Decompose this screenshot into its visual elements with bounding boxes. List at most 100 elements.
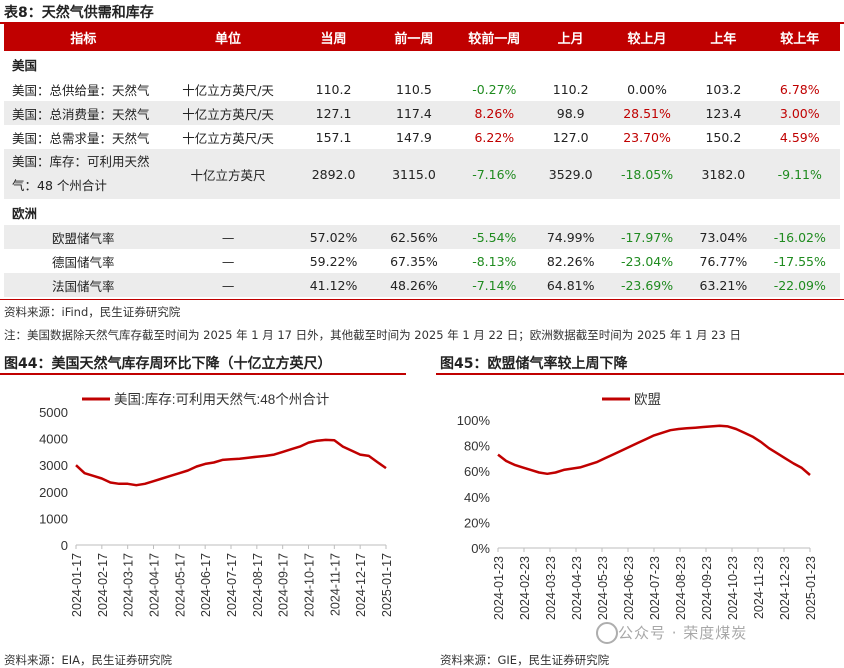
y-tick-label: 4000 — [39, 432, 68, 447]
table-row: 法国储气率 —41.12% 48.26% -7.14% 64.81% -23.69% 63.… — [4, 273, 840, 297]
table-row: 美国：库存：可利用天然气：48 个州合计 十亿立方英尺 2892.0 3115.0 -7… — [4, 149, 840, 199]
table-cell: 3182.0 — [687, 149, 760, 199]
table-cell: 98.9 — [534, 101, 607, 125]
table-cell: 3.00% — [759, 101, 840, 125]
col-header: 较上年 — [759, 24, 840, 51]
table-header-row: 指标 单位 当周 前一周 较前一周 上月 较上月 上年 较上年 — [4, 24, 840, 51]
x-tick-label: 2024-03-17 — [122, 553, 136, 617]
table-cell: — — [162, 273, 294, 297]
table-row: 美国：总需求量：天然气 十亿立方英尺/天 157.1 147.9 6.22% 127.0 2… — [4, 125, 840, 149]
x-tick-label: 2024-06-17 — [199, 553, 213, 617]
table-cell: 59.22% — [309, 253, 358, 269]
table-cell: 十亿立方英尺/天 — [182, 82, 274, 98]
section-row: 欧洲 — [4, 199, 840, 225]
x-tick-label: 2024-11-17 — [328, 553, 342, 616]
x-tick-label: 2024-10-23 — [726, 556, 740, 620]
table-cell: 8.26% — [454, 101, 535, 125]
table-cell: — — [162, 225, 294, 249]
col-header: 上月 — [534, 24, 607, 51]
table-cell: 157.1 — [315, 129, 352, 145]
col-header: 前一周 — [373, 24, 455, 51]
table-cell: 74.99% — [534, 225, 607, 249]
table-cell: -7.16% — [454, 149, 535, 199]
watermark: 公众号 · 荣度煤炭 — [618, 624, 748, 642]
y-tick-label: 5000 — [39, 405, 68, 420]
y-tick-label: 0 — [61, 538, 68, 553]
table-cell: 67.35% — [390, 253, 438, 269]
table-cell: 十亿立方英尺 — [162, 149, 294, 199]
y-tick-label: 3000 — [39, 458, 68, 473]
section-label: 美国 — [12, 57, 38, 73]
table-cell: 127.0 — [552, 129, 589, 145]
table-cell: 6.78% — [779, 81, 820, 97]
series-line — [75, 438, 387, 487]
col-header: 当周 — [293, 24, 374, 51]
table-row: 美国：总消费量：天然气 十亿立方英尺/天 127.1 117.4 8.26% 98.9 28… — [4, 101, 840, 125]
table-cell: -8.13% — [472, 253, 517, 269]
table-cell: -22.09% — [759, 273, 840, 297]
y-tick-label: 60% — [464, 464, 490, 479]
table-cell: 110.2 — [315, 81, 352, 97]
table-cell: 十亿立方英尺/天 — [182, 130, 274, 146]
x-tick-label: 2024-03-23 — [544, 556, 558, 620]
fig45-title: 图45：欧盟储气率较上周下降 — [440, 356, 628, 372]
x-tick-label: 2024-04-17 — [148, 553, 162, 617]
table-cell: -9.11% — [759, 149, 840, 199]
x-tick-label: 2024-02-17 — [96, 553, 110, 617]
indicator-cell: 美国：总供给量：天然气 — [12, 82, 150, 98]
table-cell: 64.81% — [534, 273, 607, 297]
x-tick-label: 2024-09-17 — [277, 553, 291, 617]
table-cell: 103.2 — [705, 81, 742, 97]
table-row: 美国：总供给量：天然气 十亿立方英尺/天 110.2 110.5 -0.27% 110.2… — [4, 77, 840, 101]
table-cell: 123.4 — [687, 101, 760, 125]
section-row: 美国 — [4, 51, 840, 77]
table-cell: 150.2 — [705, 129, 742, 145]
table-cell: -0.27% — [472, 81, 517, 97]
col-header: 指标 — [4, 24, 163, 51]
table-cell: -23.69% — [606, 273, 688, 297]
x-tick-label: 2024-01-23 — [492, 556, 506, 620]
table-cell: -18.05% — [606, 149, 688, 199]
table-cell: 十亿立方英尺/天 — [162, 101, 294, 125]
table-cell: 76.77% — [699, 253, 748, 269]
col-header: 较上月 — [606, 24, 688, 51]
table-cell: 6.22% — [474, 129, 515, 145]
y-tick-label: 1000 — [39, 511, 68, 526]
x-tick-label: 2024-05-17 — [173, 553, 187, 617]
table-cell: — — [221, 253, 235, 269]
fig44-divider — [0, 373, 406, 375]
y-tick-label: 80% — [464, 439, 490, 454]
indicator-cell: 美国：库存：可利用天然气：48 个州合计 — [4, 149, 163, 199]
x-tick-label: 2025-01-23 — [804, 556, 818, 620]
table-cell: -17.55% — [773, 253, 826, 269]
y-tick-label: 0% — [471, 541, 490, 556]
table-cell: -16.02% — [759, 225, 840, 249]
col-header: 单位 — [162, 24, 294, 51]
fig44-title: 图44：美国天然气库存周环比下降（十亿立方英尺） — [4, 356, 332, 372]
x-tick-label: 2024-09-23 — [700, 556, 714, 620]
table-cell: -7.14% — [454, 273, 535, 297]
y-tick-label: 2000 — [39, 485, 68, 500]
x-tick-label: 2024-07-17 — [225, 553, 239, 617]
table-cell: 110.2 — [552, 81, 589, 97]
table-cell: 2892.0 — [293, 149, 374, 199]
col-header: 较前一周 — [454, 24, 535, 51]
indicator-cell: 美国：总需求量：天然气 — [12, 130, 150, 146]
x-tick-label: 2024-11-23 — [752, 556, 766, 619]
indicator-cell: 法国储气率 — [4, 273, 163, 297]
table-cell: 62.56% — [373, 225, 455, 249]
y-tick-label: 100% — [457, 413, 491, 428]
table-source: 资料来源：iFind，民生证券研究院 — [4, 305, 181, 319]
watermark-icon — [596, 622, 618, 644]
table-cell: 3115.0 — [373, 149, 455, 199]
fig44-line-chart: 0 1000 2000 3000 4000 5000 2024-01-17 2024-02-1… — [39, 391, 394, 617]
table-cell: 147.9 — [396, 129, 432, 145]
x-tick-label: 2024-07-23 — [648, 556, 662, 620]
table-cell: 117.4 — [373, 101, 455, 125]
fig45-divider — [436, 373, 844, 375]
table-bottom-divider — [0, 299, 844, 300]
table-cell: 3529.0 — [534, 149, 607, 199]
fig44-source: 资料来源：EIA，民生证券研究院 — [4, 653, 173, 667]
y-tick-label: 20% — [464, 515, 490, 530]
table-cell: 110.5 — [396, 81, 432, 97]
